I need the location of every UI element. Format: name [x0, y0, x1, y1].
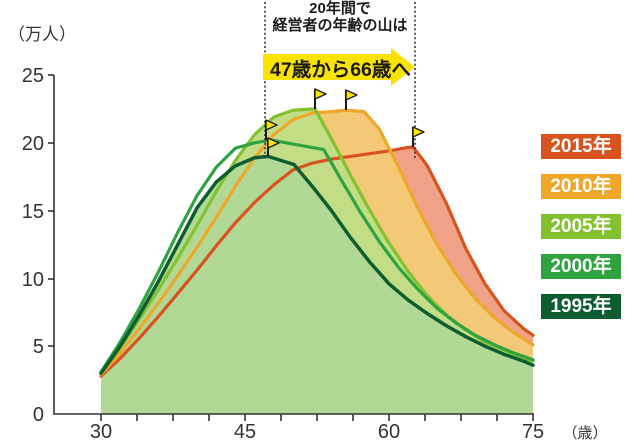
svg-text:経営者の年齢の山は: 経営者の年齢の山は: [272, 16, 407, 34]
svg-text:15: 15: [22, 201, 44, 223]
svg-text:2015年: 2015年: [550, 134, 611, 157]
svg-text:2000年: 2000年: [550, 254, 611, 277]
svg-text:20: 20: [22, 133, 44, 155]
svg-text:0: 0: [33, 404, 44, 426]
svg-text:60: 60: [378, 421, 400, 443]
svg-text:30: 30: [90, 421, 112, 443]
svg-text:47歳から66歳へ: 47歳から66歳へ: [270, 59, 411, 81]
svg-text:1995年: 1995年: [550, 294, 611, 317]
svg-text:5: 5: [33, 336, 44, 358]
svg-text:2005年: 2005年: [550, 214, 611, 237]
svg-text:2010年: 2010年: [550, 174, 611, 197]
svg-text:20年間で: 20年間で: [309, 0, 371, 17]
svg-text:（万人）: （万人）: [8, 25, 76, 44]
svg-text:（歳）: （歳）: [562, 425, 607, 442]
svg-text:10: 10: [22, 269, 44, 291]
svg-text:75: 75: [522, 421, 544, 443]
svg-text:25: 25: [22, 65, 44, 87]
svg-text:45: 45: [234, 421, 256, 443]
